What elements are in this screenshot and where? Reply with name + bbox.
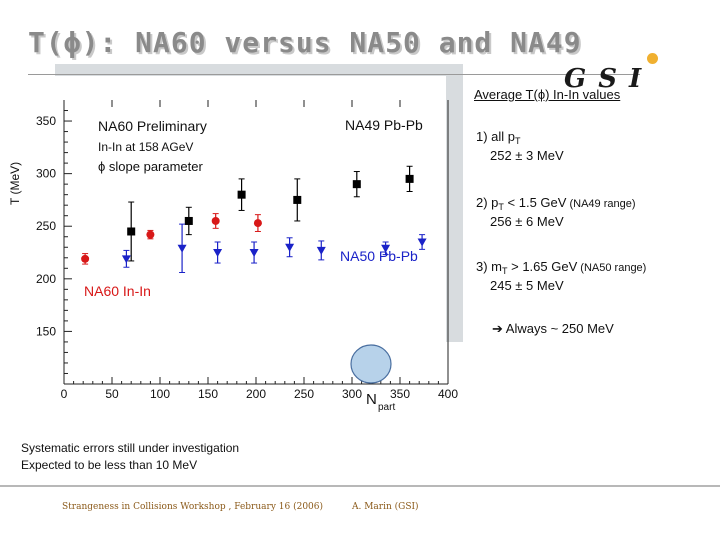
- item2-cond: < 1.5 GeV: [503, 195, 567, 210]
- x-tick-label: 0: [61, 387, 68, 401]
- na49-pb-pb-point: [127, 227, 136, 236]
- result-item-2: 2) pT < 1.5 GeV (NA49 range) 256 ± 6 MeV: [476, 194, 636, 230]
- na50-pb-pb-point: [381, 244, 391, 253]
- na60-in-in-point: [211, 216, 220, 225]
- x-tick-label: 300: [342, 387, 362, 401]
- item3-label: 3) m: [476, 259, 502, 274]
- x-tick-label: 200: [246, 387, 266, 401]
- legend-line-2: In-In at 158 AGeV: [98, 140, 193, 154]
- item2-note: (NA49 range): [566, 198, 636, 210]
- item3-cond: > 1.65 GeV: [507, 259, 578, 274]
- item1-sub: T: [515, 136, 521, 146]
- legend-line-1: NA60 Preliminary: [98, 118, 207, 134]
- annotation-na49: NA49 Pb-Pb: [345, 117, 423, 133]
- x-tick-label: 400: [438, 387, 458, 401]
- y-tick-label: 250: [36, 219, 56, 233]
- title-shadow-bar: [55, 64, 460, 76]
- item3-sub: T: [502, 266, 508, 276]
- na50-pb-pb-point: [121, 255, 131, 264]
- x-tick-label: 150: [198, 387, 218, 401]
- y-tick-label: 300: [36, 167, 56, 181]
- item2-sub: T: [498, 202, 504, 212]
- chart: 0 50 100 150 200 250 300 350 400150200250300350 …: [8, 100, 459, 413]
- legend-line-3: ϕ slope parameter: [98, 159, 204, 174]
- x-tick-label: 50: [105, 387, 119, 401]
- systematic-note: Systematic errors still under investigat…: [21, 440, 239, 474]
- y-tick-label: 200: [36, 272, 56, 286]
- title-rule: [28, 74, 640, 75]
- gsi-logo-dot-icon: [647, 53, 658, 64]
- slide-title: T(ϕ): NA60 versus NA50 and NA49: [28, 26, 582, 59]
- x-tick-label: 250: [294, 387, 314, 401]
- na50-pb-pb-point: [285, 243, 295, 252]
- x-axis-label-sub: part: [378, 402, 395, 413]
- average-heading: Average T(ϕ) In-In values: [474, 87, 621, 102]
- y-axis-label: T (MeV): [8, 162, 22, 205]
- na50-pb-pb-point: [249, 249, 259, 258]
- item2-label: 2) p: [476, 195, 499, 210]
- systematic-line-1: Systematic errors still under investigat…: [21, 441, 240, 455]
- na50-pb-pb-point: [177, 244, 187, 253]
- na49-pb-pb-point: [352, 180, 361, 189]
- annotation-na60: NA60 In-In: [84, 283, 151, 299]
- item3-value: 245 ± 5 MeV: [490, 278, 564, 293]
- footer-rule: [0, 485, 720, 487]
- na49-pb-pb-point: [293, 195, 302, 204]
- item1-value: 252 ± 3 MeV: [490, 148, 564, 163]
- na49-pb-pb-point: [237, 190, 246, 199]
- na50-pb-pb-point: [213, 249, 223, 258]
- item2-value: 256 ± 6 MeV: [490, 214, 564, 229]
- side-shadow-column: [446, 64, 463, 342]
- conclusion: ➔ Always ~ 250 MeV: [492, 321, 614, 336]
- result-item-1: 1) all pT 252 ± 3 MeV: [476, 128, 564, 164]
- na49-pb-pb-point: [184, 216, 193, 225]
- y-tick-label: 350: [36, 114, 56, 128]
- npart-highlight: [350, 344, 392, 384]
- result-item-3: 3) mT > 1.65 GeV (NA50 range) 245 ± 5 Me…: [476, 258, 646, 294]
- systematic-line-2: Expected to be less than 10 MeV: [21, 458, 198, 472]
- na60-in-in-point: [146, 230, 155, 239]
- gsi-logo-text: GSI: [564, 64, 654, 94]
- footer-left: Strangeness in Collisions Workshop , Feb…: [62, 502, 324, 512]
- annotation-na50: NA50 Pb-Pb: [340, 248, 418, 264]
- x-tick-label: 100: [150, 387, 170, 401]
- na60-in-in-point: [253, 219, 262, 228]
- y-tick-label: 150: [36, 324, 56, 338]
- na50-pb-pb-point: [316, 246, 326, 255]
- item1-label: 1) all p: [476, 129, 516, 144]
- x-tick-label: 350: [390, 387, 410, 401]
- na60-in-in-point: [81, 254, 90, 263]
- item3-note: (NA50 range): [577, 262, 647, 274]
- na49-pb-pb-point: [405, 174, 414, 183]
- na50-pb-pb-point: [417, 238, 427, 247]
- x-axis-label: N: [366, 391, 377, 408]
- footer-right: A. Marin (GSI): [352, 502, 419, 512]
